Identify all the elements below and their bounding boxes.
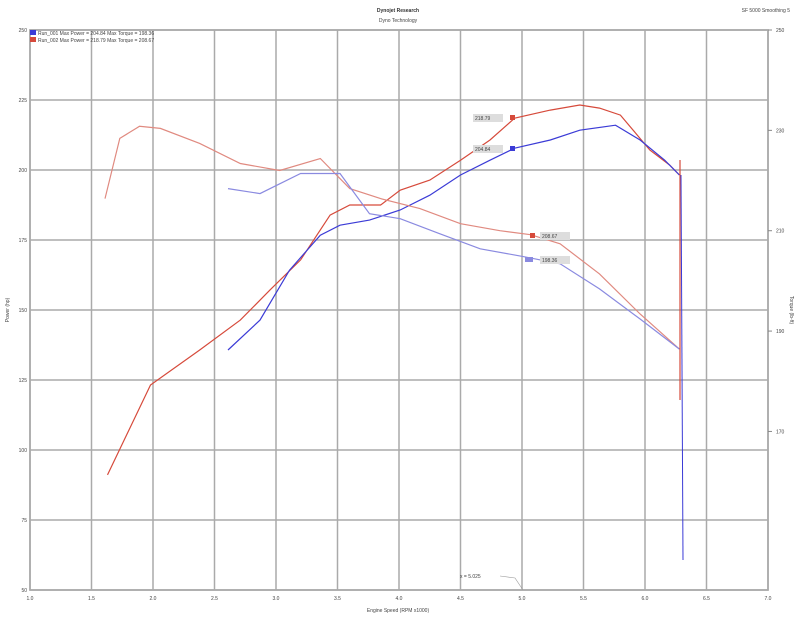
x-tick-label: 2.0	[150, 596, 157, 602]
x-tick-label: 1.0	[27, 596, 34, 602]
legend-label-run2: Run_002 Max Power = 218.79 Max Torque = …	[38, 38, 154, 44]
y-tick-label: 100	[19, 448, 28, 454]
x-tick-label: 3.0	[273, 596, 280, 602]
series-line-0	[106, 104, 680, 476]
blue-drop-line	[680, 174, 684, 561]
x-tick-label: 3.5	[334, 596, 341, 602]
x-tick-label: 4.0	[396, 596, 403, 602]
legend: Run_001 Max Power = 204.84 Max Torque = …	[30, 30, 154, 44]
series-line-2	[104, 125, 680, 350]
x-tick-label: 1.5	[88, 596, 95, 602]
annotation-red-torque: 208.67	[542, 234, 558, 240]
y-right-tick-label: 190	[776, 329, 785, 335]
x-tick-label: 4.5	[457, 596, 464, 602]
axis-ticks: 1.0 1.5 2.0 2.5 3.0 3.5 4.0 4.5 5.0 5.5 6.0 6.5 7.0 5…	[19, 28, 785, 602]
x-tick-label: 6.0	[642, 596, 649, 602]
grid	[29, 29, 769, 591]
y-tick-label: 125	[19, 378, 28, 384]
chart-title: Dynojet Research	[377, 8, 419, 14]
y-tick-label: 75	[21, 518, 27, 524]
annotation-blue-torque: 198.36	[542, 258, 558, 264]
cursor-label: x = 5.025	[460, 574, 481, 580]
legend-swatch-run2	[30, 37, 36, 42]
annotation-red-power: 218.79	[475, 116, 491, 122]
y-axis-label: Power (hp)	[5, 297, 11, 322]
x-tick-label: 5.5	[580, 596, 587, 602]
y-right-tick-label: 170	[776, 429, 785, 435]
y-axis-right-label: Torque (lb-ft)	[788, 296, 794, 325]
series-line-3	[227, 172, 680, 350]
series-lines	[104, 104, 684, 561]
y-right-tick-label: 210	[776, 229, 785, 235]
x-tick-label: 7.0	[765, 596, 772, 602]
y-right-tick-label: 230	[776, 128, 785, 134]
x-axis-label: Engine Speed (RPM x1000)	[367, 608, 430, 614]
series-line-1	[227, 124, 680, 351]
x-tick-label: 6.5	[703, 596, 710, 602]
y-tick-label: 225	[19, 98, 28, 104]
corner-label: SF 5000 Smoothing 5	[742, 8, 791, 14]
y-tick-label: 150	[19, 308, 28, 314]
y-tick-label: 200	[19, 168, 28, 174]
y-right-tick-label: 250	[776, 28, 785, 34]
x-tick-label: 5.0	[519, 596, 526, 602]
y-tick-label: 50	[21, 588, 27, 594]
legend-swatch-run1	[30, 30, 36, 35]
legend-label-run1: Run_001 Max Power = 204.84 Max Torque = …	[38, 31, 154, 37]
y-tick-label: 175	[19, 238, 28, 244]
annotation-blue-power: 204.84	[475, 147, 491, 153]
y-tick-label: 250	[19, 28, 28, 34]
chart-subtitle: Dyno Technology	[379, 18, 418, 24]
annotations: 218.79 204.84 208.67 198.36 x = 5.025	[460, 114, 570, 591]
x-tick-label: 2.5	[211, 596, 218, 602]
